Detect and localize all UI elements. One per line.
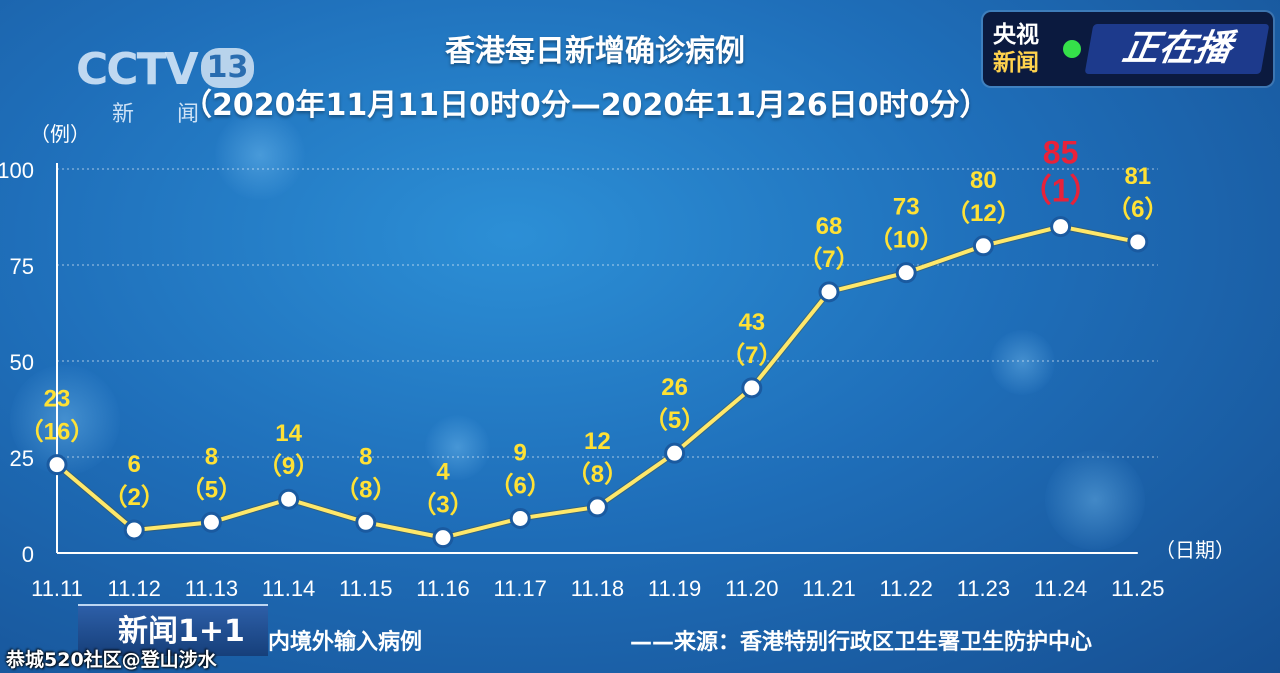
y-tick-label: 0 <box>22 542 34 567</box>
virus-decoration <box>215 110 305 200</box>
x-tick-label: 11.22 <box>879 576 932 601</box>
data-value-label: 81 <box>1124 163 1151 190</box>
data-value-label: 8 <box>205 443 218 470</box>
x-tick-label: 11.16 <box>416 576 469 601</box>
cctv-logo: CCTV 13 新 闻 <box>76 48 255 128</box>
x-axis-label: （日期） <box>1155 538 1235 562</box>
x-tick-label: 11.24 <box>1034 576 1087 601</box>
imported-cases-label: （6） <box>490 472 551 499</box>
data-value-label: 6 <box>128 451 141 478</box>
data-point <box>1050 216 1072 238</box>
imported-cases-label: （10） <box>869 227 944 254</box>
virus-decoration <box>10 365 120 475</box>
x-tick-label: 11.19 <box>648 576 701 601</box>
x-tick-label: 11.14 <box>262 576 315 601</box>
logo-channel: 13 <box>200 48 255 88</box>
data-point <box>818 281 840 303</box>
y-axis-label: （例） <box>30 122 90 146</box>
data-value-label: 8 <box>359 443 372 470</box>
imported-cases-label: （16） <box>20 419 95 446</box>
imported-cases-label: （5） <box>181 476 242 503</box>
source-note: ——来源：香港特别行政区卫生署卫生防护中心 <box>630 630 1093 655</box>
imported-cases-label: （9） <box>258 453 319 480</box>
data-point <box>123 519 145 541</box>
legend-note: 内境外输入病例 <box>268 630 423 655</box>
x-tick-label: 11.17 <box>493 576 546 601</box>
virus-decoration <box>990 330 1055 395</box>
data-point <box>664 442 686 464</box>
watermark: 恭城520社区@登山涉水 <box>6 649 217 671</box>
x-tick-label: 11.18 <box>571 576 624 601</box>
data-point <box>895 262 917 284</box>
data-point <box>46 454 68 476</box>
data-value-label: 85 <box>1043 135 1079 171</box>
imported-cases-label: （6） <box>1107 196 1168 223</box>
x-tick-label: 11.20 <box>725 576 778 601</box>
program-logo: 新闻1+1 <box>78 604 268 656</box>
imported-cases-label: （3） <box>412 492 473 519</box>
y-tick-label: 25 <box>10 446 34 471</box>
data-value-label: 4 <box>436 459 450 486</box>
imported-cases-label: （1） <box>1020 173 1102 209</box>
data-point <box>741 377 763 399</box>
data-value-label: 9 <box>514 439 527 466</box>
data-point <box>278 488 300 510</box>
data-value-label: 68 <box>816 213 843 240</box>
data-value-label: 12 <box>584 428 611 455</box>
y-tick-label: 50 <box>10 350 34 375</box>
x-tick-label: 11.13 <box>185 576 238 601</box>
virus-decoration <box>1045 450 1145 550</box>
data-point <box>432 527 454 549</box>
imported-cases-label: （12） <box>946 200 1021 227</box>
logo-sub: 新 闻 <box>112 102 217 127</box>
chart-subtitle: （2020年11月11日0时0分—2020年11月26日0时0分） <box>182 88 990 123</box>
data-value-label: 26 <box>661 374 688 401</box>
y-tick-label: 100 <box>0 158 34 183</box>
live-badge-line1: 央视 <box>993 22 1039 48</box>
live-badge-line2: 新闻 <box>993 50 1039 76</box>
live-badge: 央视 新闻 正在播 <box>983 12 1273 86</box>
data-point <box>509 507 531 529</box>
x-tick-label: 11.25 <box>1111 576 1164 601</box>
data-value-label: 43 <box>738 309 765 336</box>
data-point <box>972 235 994 257</box>
x-tick-label: 11.15 <box>339 576 392 601</box>
imported-cases-label: （5） <box>644 407 705 434</box>
virus-decoration <box>425 415 490 480</box>
data-value-label: 80 <box>970 167 997 194</box>
data-point <box>1127 231 1149 253</box>
data-point <box>200 511 222 533</box>
live-dot-icon <box>1063 40 1081 58</box>
imported-cases-label: （8） <box>335 476 396 503</box>
imported-cases-label: （2） <box>104 484 165 511</box>
data-value-label: 73 <box>893 194 920 221</box>
x-tick-label: 11.12 <box>107 576 160 601</box>
y-tick-label: 75 <box>10 254 34 279</box>
data-value-label: 14 <box>275 420 302 447</box>
x-tick-label: 11.11 <box>31 576 83 601</box>
imported-cases-label: （7） <box>798 246 859 273</box>
data-point <box>355 511 377 533</box>
x-tick-label: 11.21 <box>802 576 855 601</box>
logo-brand: CCTV <box>76 44 199 95</box>
data-value-label: 23 <box>44 386 71 413</box>
x-tick-label: 11.23 <box>957 576 1010 601</box>
data-point <box>586 496 608 518</box>
chart-title: 香港每日新增确诊病例 <box>445 34 745 69</box>
imported-cases-label: （7） <box>721 342 782 369</box>
imported-cases-label: （8） <box>567 461 628 488</box>
